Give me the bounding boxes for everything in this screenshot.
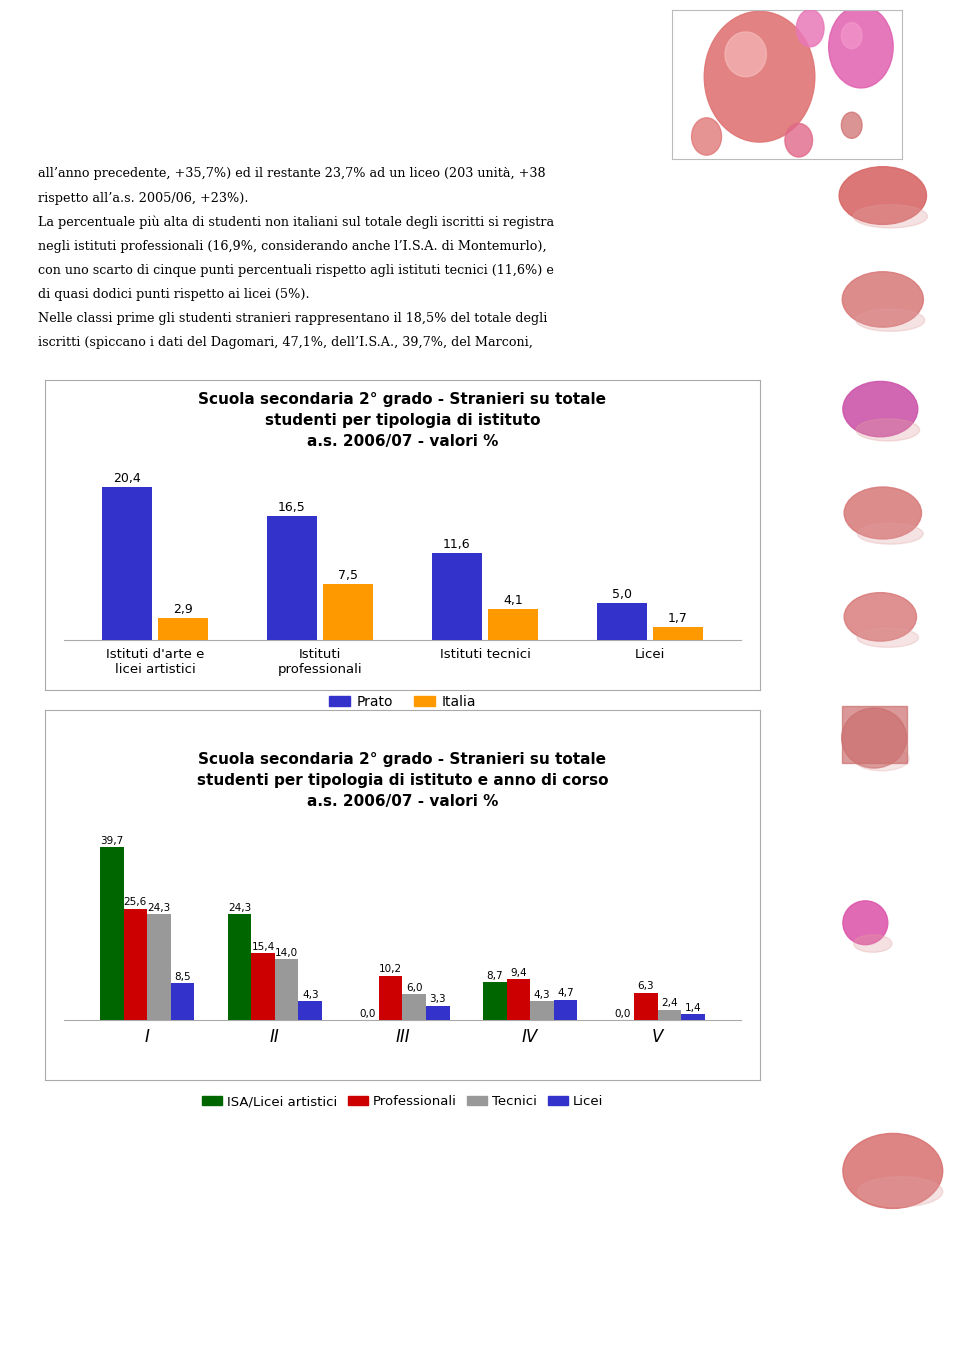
Text: 24,3: 24,3 <box>228 903 251 913</box>
Bar <box>147 914 171 1020</box>
Text: 11,6: 11,6 <box>444 538 470 551</box>
Ellipse shape <box>853 205 927 228</box>
Ellipse shape <box>843 900 888 945</box>
Legend: Prato, Italia: Prato, Italia <box>324 689 482 714</box>
Text: 5,0: 5,0 <box>612 588 632 600</box>
Ellipse shape <box>857 627 919 648</box>
Text: 15: 15 <box>467 1324 493 1343</box>
Text: 24,3: 24,3 <box>148 903 171 913</box>
Ellipse shape <box>828 5 893 88</box>
Text: La percentuale più alta di studenti non italiani sul totale degli iscritti si re: La percentuale più alta di studenti non … <box>38 216 555 230</box>
Title: Scuola secondaria 2° grado - Stranieri su totale
studenti per tipologia di istit: Scuola secondaria 2° grado - Stranieri s… <box>199 392 607 449</box>
Text: 20,4: 20,4 <box>113 473 141 485</box>
Text: con uno scarto di cinque punti percentuali rispetto agli istituti tecnici (11,6%: con uno scarto di cinque punti percentua… <box>38 263 554 277</box>
Bar <box>379 975 402 1020</box>
Text: 9,4: 9,4 <box>510 968 527 978</box>
Text: Nelle classi prime gli studenti stranieri rappresentano il 18,5% del totale degl: Nelle classi prime gli studenti stranier… <box>38 312 548 325</box>
Bar <box>432 553 482 640</box>
Ellipse shape <box>857 523 924 545</box>
Text: 6,0: 6,0 <box>406 983 422 993</box>
Text: 4,7: 4,7 <box>557 989 574 998</box>
Bar <box>489 610 538 640</box>
Bar <box>102 488 152 640</box>
Ellipse shape <box>855 310 924 331</box>
Bar <box>842 706 906 763</box>
Bar <box>324 584 372 640</box>
Bar <box>124 909 147 1020</box>
Ellipse shape <box>705 11 815 143</box>
Text: 8,7: 8,7 <box>487 971 503 980</box>
Bar <box>530 1001 554 1020</box>
Text: negli istituti professionali (16,9%, considerando anche l’I.S.A. di Montemurlo),: negli istituti professionali (16,9%, con… <box>38 240 547 253</box>
Text: 0,0: 0,0 <box>359 1009 375 1018</box>
Ellipse shape <box>844 488 922 539</box>
Ellipse shape <box>843 382 918 437</box>
Ellipse shape <box>839 167 926 224</box>
Ellipse shape <box>785 124 812 158</box>
Bar <box>426 1006 449 1020</box>
Bar <box>483 982 507 1020</box>
Bar <box>252 953 275 1020</box>
Text: 39,7: 39,7 <box>100 837 124 846</box>
Ellipse shape <box>725 33 766 77</box>
Ellipse shape <box>854 747 909 771</box>
Legend: ISA/Licei artistici, Professionali, Tecnici, Licei: ISA/Licei artistici, Professionali, Tecn… <box>197 1090 609 1114</box>
Text: 16,5: 16,5 <box>278 501 306 515</box>
Text: 3,3: 3,3 <box>430 994 446 1005</box>
Text: 10,2: 10,2 <box>379 964 402 974</box>
Bar <box>658 1009 682 1020</box>
Text: 14,0: 14,0 <box>276 948 299 957</box>
Text: 7,5: 7,5 <box>338 569 358 581</box>
Text: 0,0: 0,0 <box>614 1009 631 1018</box>
Ellipse shape <box>853 934 892 952</box>
Text: 2. Studenti stranieri: 2. Studenti stranieri <box>15 38 331 65</box>
Bar <box>275 959 299 1020</box>
Text: all’anno precedente, +35,7%) ed il restante 23,7% ad un liceo (203 unità, +38: all’anno precedente, +35,7%) ed il resta… <box>38 167 546 181</box>
Ellipse shape <box>842 272 924 327</box>
Bar <box>402 994 426 1020</box>
Text: 25,6: 25,6 <box>124 898 147 907</box>
Text: 6,3: 6,3 <box>637 982 655 991</box>
Ellipse shape <box>841 113 862 139</box>
Text: 4,3: 4,3 <box>302 990 319 999</box>
Text: 4,3: 4,3 <box>534 990 550 999</box>
Ellipse shape <box>842 708 906 769</box>
Text: 2,4: 2,4 <box>661 998 678 1008</box>
Text: rispetto all’a.s. 2005/06, +23%).: rispetto all’a.s. 2005/06, +23%). <box>38 191 249 205</box>
Text: 2,9: 2,9 <box>173 603 193 617</box>
Text: 4,1: 4,1 <box>503 595 523 607</box>
Title: Scuola secondaria 2° grado - Stranieri su totale
studenti per tipologia di istit: Scuola secondaria 2° grado - Stranieri s… <box>197 752 609 809</box>
Bar <box>228 914 252 1020</box>
Text: iscritti (spiccano i dati del Dagomari, 47,1%, dell’I.S.A., 39,7%, del Marconi,: iscritti (spiccano i dati del Dagomari, … <box>38 337 533 349</box>
Text: 1,4: 1,4 <box>684 1002 702 1013</box>
Text: 15,4: 15,4 <box>252 941 275 952</box>
Text: 8,5: 8,5 <box>175 972 191 982</box>
Bar <box>554 999 577 1020</box>
Bar <box>299 1001 322 1020</box>
Ellipse shape <box>858 1176 943 1207</box>
Bar <box>635 993 658 1020</box>
Text: 1,7: 1,7 <box>668 612 688 626</box>
Ellipse shape <box>843 1134 943 1209</box>
Ellipse shape <box>797 10 824 46</box>
Bar <box>171 983 195 1020</box>
Ellipse shape <box>841 23 862 49</box>
Ellipse shape <box>856 418 920 441</box>
Ellipse shape <box>844 592 917 641</box>
Text: di quasi dodici punti rispetto ai licei (5%).: di quasi dodici punti rispetto ai licei … <box>38 288 310 301</box>
Bar <box>158 618 207 640</box>
Bar <box>654 627 703 640</box>
Bar <box>267 516 317 640</box>
Bar <box>100 847 124 1020</box>
Ellipse shape <box>691 118 722 155</box>
Bar <box>507 979 530 1020</box>
Bar <box>597 603 647 640</box>
Bar <box>682 1014 705 1020</box>
